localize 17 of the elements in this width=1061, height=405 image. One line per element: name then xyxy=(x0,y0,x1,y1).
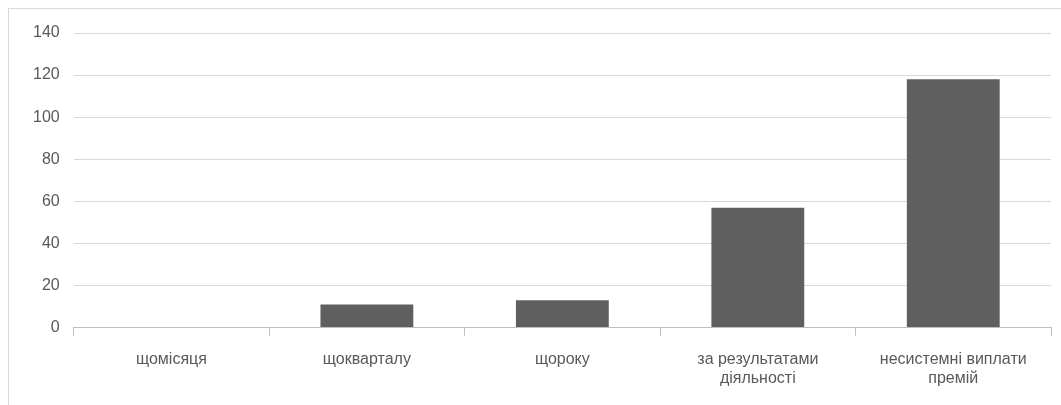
y-tick-label: 100 xyxy=(32,107,60,125)
bar xyxy=(320,304,414,328)
y-tick-label: 120 xyxy=(32,65,60,83)
x-tick-label: щороку xyxy=(534,349,590,367)
y-tick-label: 140 xyxy=(32,23,60,41)
y-tick-label: 40 xyxy=(41,233,60,251)
y-tick-label: 80 xyxy=(41,149,60,167)
bar xyxy=(711,207,805,328)
x-tick-label: щомісяця xyxy=(135,349,207,367)
bar xyxy=(906,79,1000,328)
x-tick-label: щокварталу xyxy=(322,349,411,367)
x-tick-label: за результатами діяльності xyxy=(697,349,819,386)
bar xyxy=(515,300,609,328)
y-tick-label: 20 xyxy=(41,275,60,293)
y-tick-label: 60 xyxy=(41,191,60,209)
y-tick-label: 0 xyxy=(50,318,60,336)
x-tick-label: несистемні виплати премій xyxy=(879,349,1027,386)
